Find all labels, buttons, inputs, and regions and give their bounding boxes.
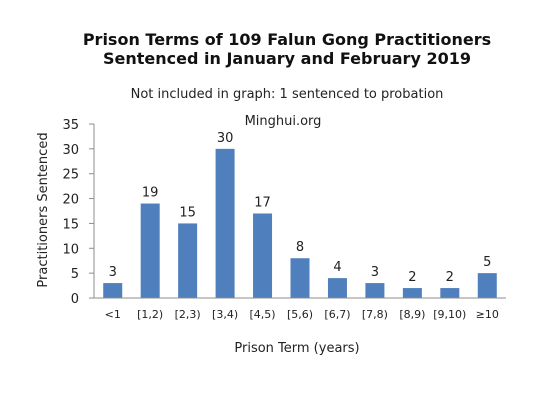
bar <box>327 278 347 298</box>
y-tick-label: 35 <box>62 118 79 133</box>
data-label: 19 <box>142 186 159 201</box>
bar <box>253 213 273 298</box>
y-axis-title: Practitioners Sentenced <box>36 132 51 287</box>
y-tick-label: 30 <box>62 143 79 158</box>
x-axis-ticks: <1 [1,2) [2,3) [3,4) [4,5) [5,6) [6,7) [7,8) [8,… <box>105 308 499 321</box>
bar <box>365 283 385 298</box>
bar <box>290 258 310 298</box>
bar <box>440 288 460 298</box>
x-tick-label: ≥10 <box>476 308 499 321</box>
bar <box>215 148 235 298</box>
bar <box>103 283 123 298</box>
x-tick-label: [4,5) <box>250 308 276 321</box>
chart-title-line-1: Prison Terms of 109 Falun Gong Practitio… <box>83 30 491 49</box>
data-label: 5 <box>483 255 491 270</box>
data-label: 2 <box>408 270 416 285</box>
x-tick-label: [1,2) <box>137 308 163 321</box>
x-tick-label: [2,3) <box>175 308 201 321</box>
chart-title-line-2: Sentenced in January and February 2019 <box>103 49 471 68</box>
watermark-text: Minghui.org <box>245 114 322 129</box>
bar <box>178 223 198 298</box>
x-tick-label: [3,4) <box>212 308 238 321</box>
y-tick-label: 15 <box>62 217 79 232</box>
x-tick-label: <1 <box>105 308 121 321</box>
data-label: 8 <box>296 240 304 255</box>
bar <box>140 203 160 298</box>
data-label: 17 <box>254 195 271 210</box>
data-label: 15 <box>179 205 196 220</box>
data-label: 2 <box>446 270 454 285</box>
x-tick-label: [8,9) <box>399 308 425 321</box>
y-tick-label: 20 <box>62 193 79 208</box>
bar <box>477 273 497 298</box>
x-tick-label: [9,10) <box>433 308 466 321</box>
data-labels: 3 19 15 30 17 8 4 3 2 2 5 <box>109 131 492 285</box>
x-tick-label: [7,8) <box>362 308 388 321</box>
data-label: 4 <box>333 260 341 275</box>
y-tick-label: 10 <box>62 242 79 257</box>
x-tick-label: [5,6) <box>287 308 313 321</box>
x-axis-title: Prison Term (years) <box>234 341 359 356</box>
y-axis-ticks: 0 5 10 15 20 25 30 35 <box>62 118 94 307</box>
data-label: 30 <box>217 131 234 146</box>
x-tick-label: [6,7) <box>324 308 350 321</box>
y-tick-label: 5 <box>71 267 79 282</box>
bar-series <box>103 148 497 298</box>
data-label: 3 <box>371 265 379 280</box>
data-label: 3 <box>109 265 117 280</box>
y-tick-label: 0 <box>71 292 79 307</box>
chart-subtitle: Not included in graph: 1 sentenced to pr… <box>131 87 444 102</box>
bar <box>402 288 422 298</box>
y-tick-label: 25 <box>62 168 79 183</box>
